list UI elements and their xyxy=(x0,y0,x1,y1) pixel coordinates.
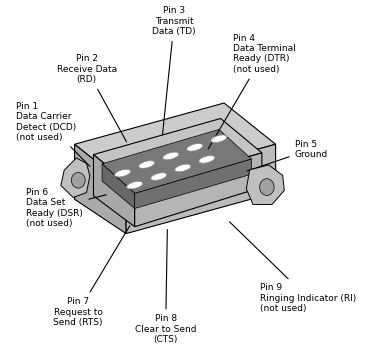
Polygon shape xyxy=(246,165,284,205)
Ellipse shape xyxy=(71,172,85,188)
Polygon shape xyxy=(102,164,135,208)
Ellipse shape xyxy=(127,181,143,189)
Ellipse shape xyxy=(139,161,155,169)
Ellipse shape xyxy=(115,169,131,177)
Text: Pin 4
Data Terminal
Ready (DTR)
(not used): Pin 4 Data Terminal Ready (DTR) (not use… xyxy=(208,34,296,149)
Ellipse shape xyxy=(199,156,215,163)
Polygon shape xyxy=(135,159,252,208)
Text: Pin 5
Ground: Pin 5 Ground xyxy=(247,140,328,171)
Polygon shape xyxy=(61,158,90,197)
Polygon shape xyxy=(74,103,276,186)
Polygon shape xyxy=(135,153,262,227)
Ellipse shape xyxy=(151,173,167,180)
Text: Pin 3
Transmit
Data (TD): Pin 3 Transmit Data (TD) xyxy=(152,6,196,135)
Text: Pin 8
Clear to Send
(CTS): Pin 8 Clear to Send (CTS) xyxy=(135,230,196,344)
Ellipse shape xyxy=(175,164,191,172)
Polygon shape xyxy=(102,130,252,193)
Polygon shape xyxy=(126,144,276,233)
Text: Pin 1
Data Carrier
Detect (DCD)
(not used): Pin 1 Data Carrier Detect (DCD) (not use… xyxy=(16,102,90,166)
Polygon shape xyxy=(94,119,262,189)
Ellipse shape xyxy=(163,152,179,160)
Polygon shape xyxy=(94,155,135,227)
Polygon shape xyxy=(74,144,126,233)
Text: Pin 9
Ringing Indicator (RI)
(not used): Pin 9 Ringing Indicator (RI) (not used) xyxy=(229,222,356,313)
Ellipse shape xyxy=(187,144,203,151)
Ellipse shape xyxy=(211,135,227,142)
Text: Pin 6
Data Set
Ready (DSR)
(not used): Pin 6 Data Set Ready (DSR) (not used) xyxy=(26,188,106,228)
Text: Pin 7
Request to
Send (RTS): Pin 7 Request to Send (RTS) xyxy=(53,226,130,327)
Ellipse shape xyxy=(259,179,274,195)
Text: Pin 2
Receive Data
(RD): Pin 2 Receive Data (RD) xyxy=(56,54,126,142)
